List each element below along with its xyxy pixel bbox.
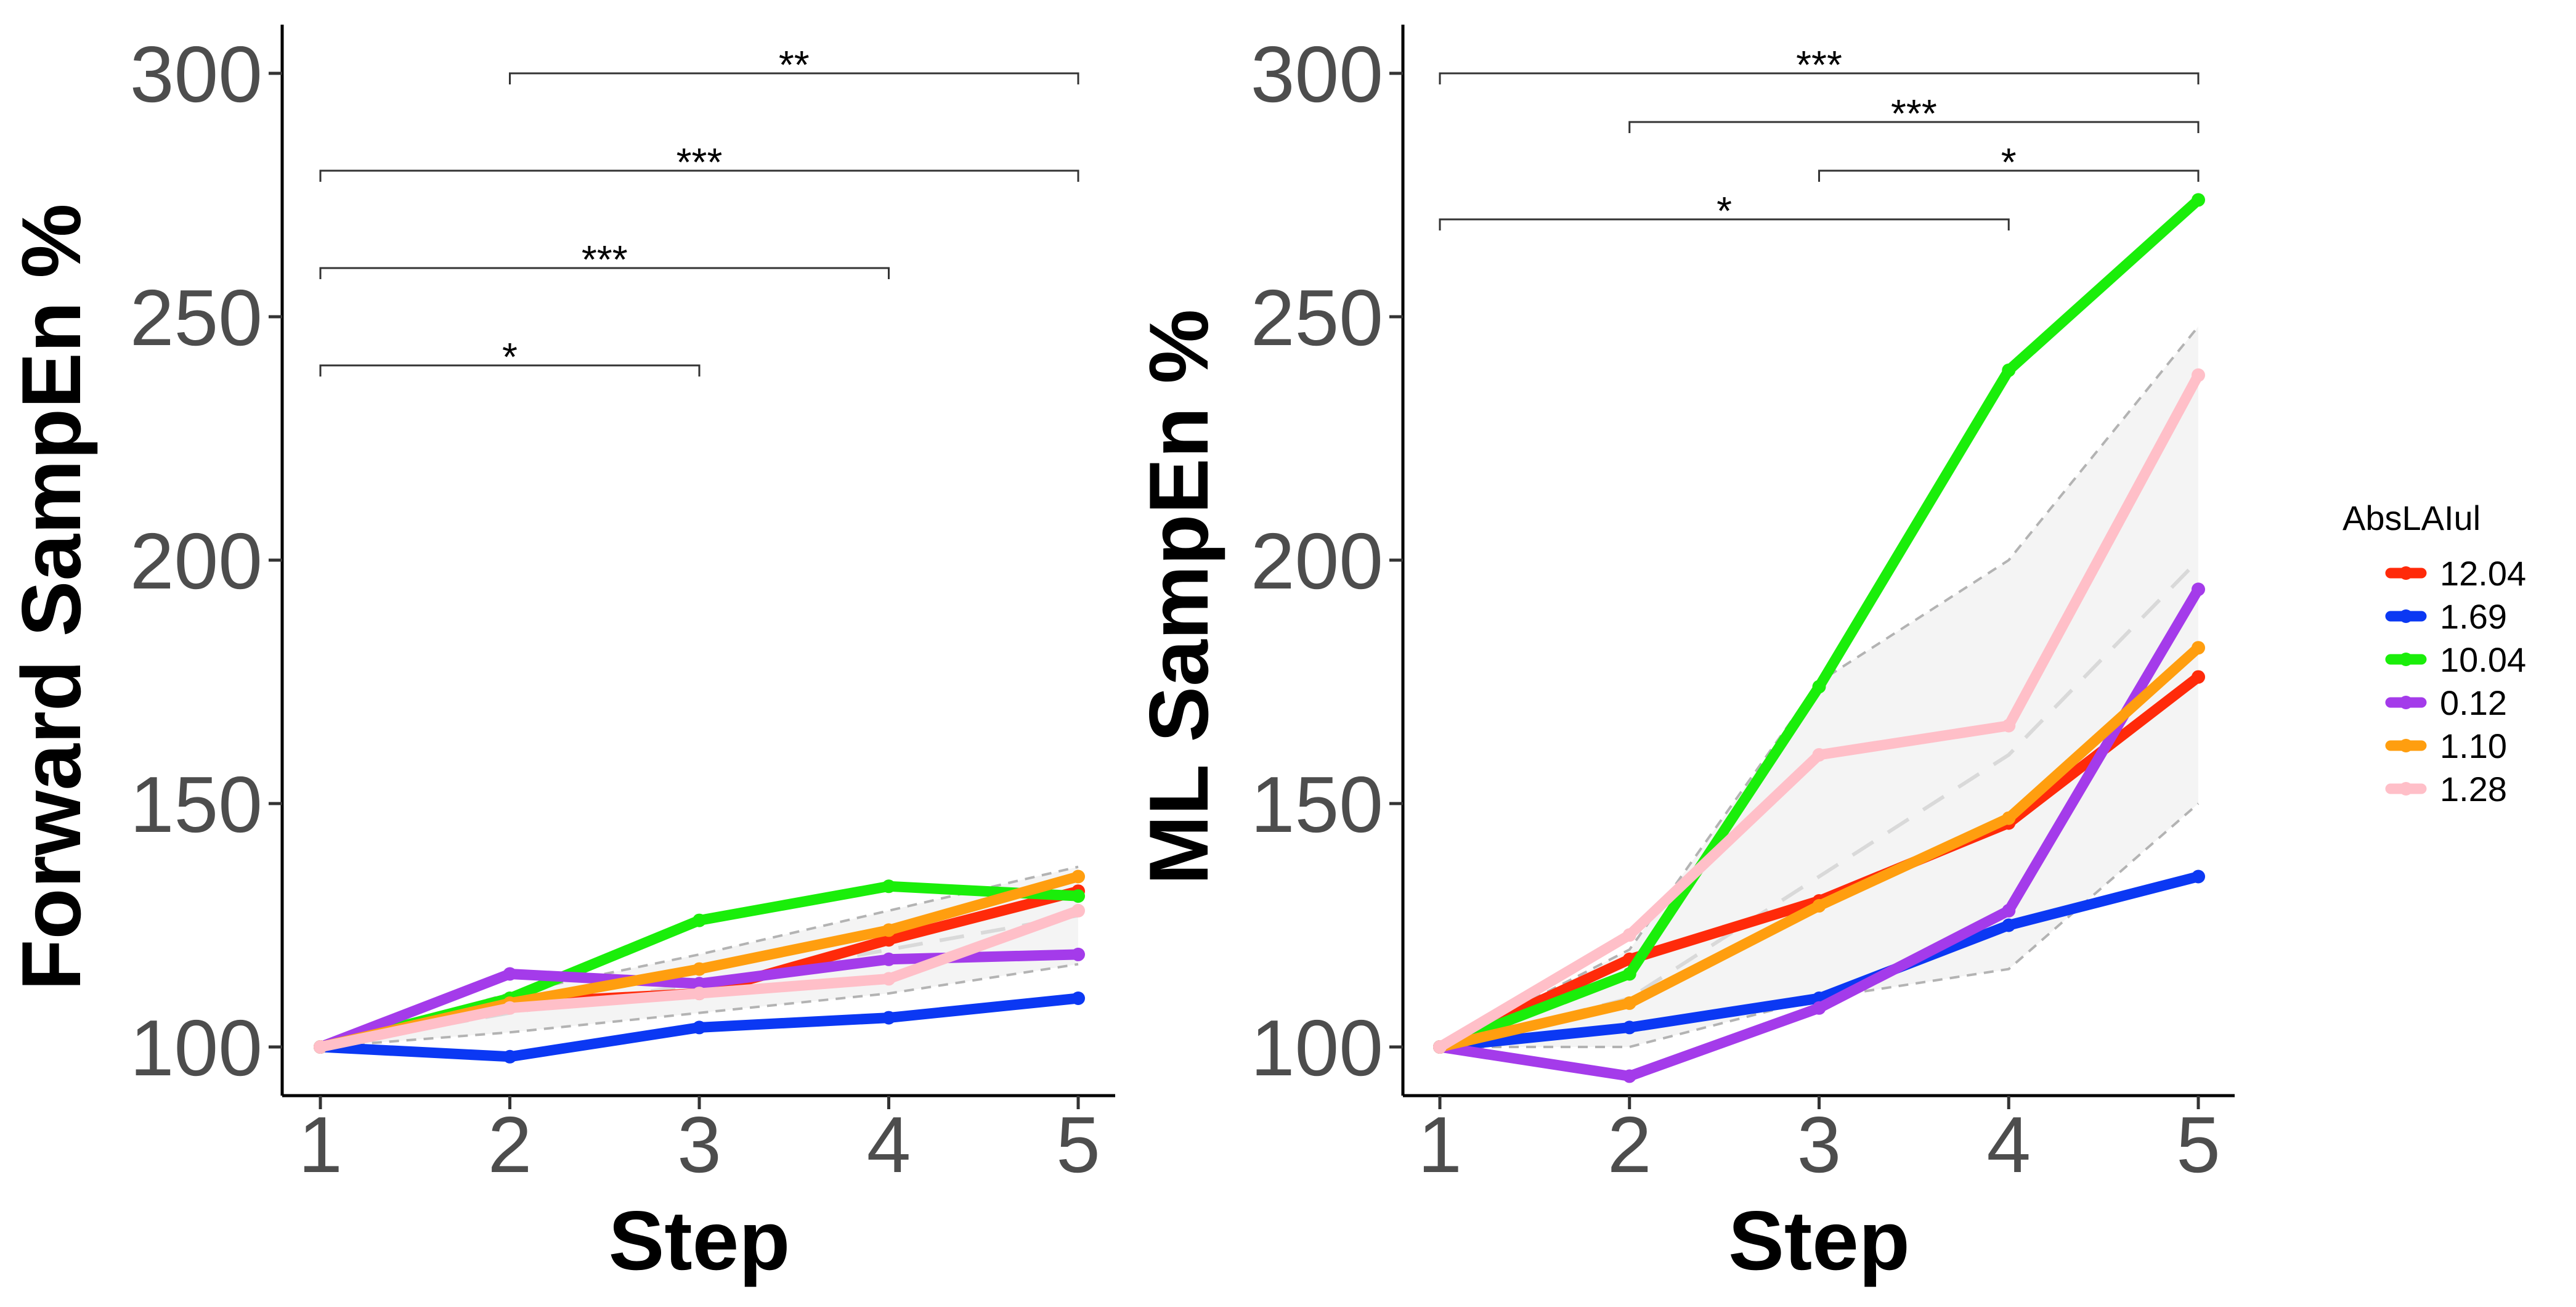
significance-bracket — [1628, 121, 2200, 133]
significance-label: * — [2001, 140, 2017, 184]
significance-bracket — [1818, 169, 2200, 182]
legend-item-label: 12.04 — [2440, 554, 2526, 593]
y-tick-label: 250 — [1251, 274, 1383, 362]
y-axis-title: Forward SampEn % — [4, 203, 98, 990]
legend-key-point-1.69 — [2399, 609, 2413, 623]
y-tick-label: 300 — [130, 30, 262, 119]
significance-bracket — [1439, 72, 2200, 84]
x-tick-label: 4 — [867, 1101, 911, 1189]
legend-item-label: 1.10 — [2440, 727, 2507, 765]
data-point-10.04-step-3 — [1812, 680, 1826, 694]
x-axis-title: Step — [609, 1194, 790, 1287]
data-point-1.28-step-3 — [1812, 748, 1826, 762]
data-point-1.69-step-2 — [1622, 1020, 1636, 1035]
x-tick-label: 4 — [1986, 1101, 2031, 1189]
band-lower-line — [320, 963, 1079, 1048]
significance-label: ** — [779, 43, 810, 87]
x-axis-title: Step — [1728, 1194, 1910, 1287]
y-tick-label: 250 — [130, 274, 262, 362]
significance-bracket — [509, 72, 1079, 84]
x-tick-label: 5 — [1056, 1101, 1100, 1189]
data-point-1.10-step-4 — [2002, 811, 2016, 825]
data-point-10.04-step-5 — [1071, 889, 1085, 903]
significance-label: *** — [1891, 91, 1937, 136]
significance-label: *** — [1796, 43, 1842, 87]
data-point-0.12-step-3 — [693, 977, 706, 991]
y-tick-label: 150 — [1251, 760, 1383, 849]
x-tick-label: 2 — [1607, 1101, 1652, 1189]
forward-sampen-panel: 100 150 200 250 300 1 2 3 4 5 Step Forward SampEn %… — [4, 25, 1115, 1287]
significance-bracket — [1439, 218, 2010, 230]
significance-bracket — [319, 169, 1079, 182]
data-point-1.28-step-2 — [1622, 928, 1636, 942]
data-point-1.28-step-5 — [2192, 368, 2205, 382]
legend-key-point-0.12 — [2399, 696, 2413, 709]
data-point-1.28-step-2 — [503, 1001, 517, 1015]
x-tick-label: 1 — [298, 1101, 343, 1189]
data-point-10.04-step-4 — [882, 879, 896, 894]
data-point-1.28-step-3 — [693, 987, 706, 1001]
data-point-0.12-step-4 — [882, 952, 896, 966]
y-tick-label: 200 — [1251, 517, 1383, 606]
data-point-0.12-step-2 — [503, 967, 517, 981]
x-tick-label: 3 — [1797, 1101, 1842, 1189]
data-point-1.10-step-2 — [1622, 996, 1636, 1010]
legend-key-point-1.10 — [2399, 739, 2413, 752]
significance-bracket — [319, 267, 890, 279]
data-point-1.69-step-4 — [2002, 918, 2016, 932]
data-point-1.28-step-1 — [1433, 1040, 1447, 1054]
legend-item-label: 1.28 — [2440, 770, 2507, 808]
legend: AbsLAIul 12.04 1.69 10.04 0.12 1.10 1.28 — [2342, 499, 2526, 808]
significance-label: *** — [582, 237, 628, 282]
data-point-1.69-step-2 — [503, 1049, 517, 1064]
legend-item-label: 1.69 — [2440, 597, 2507, 636]
data-point-12.04-step-4 — [882, 933, 896, 947]
x-tick-label: 1 — [1418, 1101, 1462, 1189]
legend-item-label: 0.12 — [2440, 683, 2507, 722]
legend-item-label: 10.04 — [2440, 640, 2526, 679]
legend-key-point-1.28 — [2399, 782, 2413, 796]
data-point-1.69-step-3 — [693, 1020, 706, 1035]
y-axis-title: ML SampEn % — [1132, 309, 1225, 886]
data-point-10.04-step-3 — [693, 913, 706, 927]
data-point-10.04-step-5 — [2192, 193, 2205, 207]
data-point-1.28-step-4 — [2002, 719, 2016, 733]
x-tick-label: 5 — [2176, 1101, 2220, 1189]
significance-bracket — [319, 364, 701, 377]
data-point-1.69-step-4 — [882, 1011, 896, 1025]
data-point-10.04-step-2 — [1622, 967, 1636, 981]
significance-label: * — [1717, 189, 1732, 233]
data-point-0.12-step-3 — [1812, 1001, 1826, 1015]
y-tick-label: 150 — [130, 760, 262, 849]
significance-label: *** — [677, 140, 723, 184]
data-point-0.12-step-5 — [2192, 582, 2205, 596]
x-tick-label: 3 — [677, 1101, 721, 1189]
data-point-1.10-step-5 — [2192, 641, 2205, 655]
y-tick-label: 100 — [1251, 1004, 1383, 1093]
data-point-1.69-step-5 — [2192, 869, 2205, 884]
y-tick-label: 300 — [1251, 30, 1383, 119]
data-point-1.28-step-4 — [882, 972, 896, 986]
data-point-12.04-step-5 — [2192, 670, 2205, 684]
data-point-1.28-step-5 — [1071, 903, 1085, 918]
data-point-0.12-step-5 — [1071, 947, 1085, 961]
data-point-0.12-step-2 — [1622, 1069, 1636, 1083]
data-point-1.28-step-1 — [314, 1040, 327, 1054]
data-point-1.10-step-4 — [882, 923, 896, 937]
data-point-0.12-step-4 — [2002, 903, 2016, 918]
data-point-1.10-step-3 — [693, 962, 706, 976]
data-point-1.10-step-5 — [1071, 869, 1085, 884]
data-point-1.69-step-5 — [1071, 991, 1085, 1005]
x-tick-label: 2 — [488, 1101, 532, 1189]
legend-key-point-12.04 — [2399, 566, 2413, 580]
y-tick-label: 200 — [130, 517, 262, 606]
legend-title: AbsLAIul — [2342, 499, 2481, 537]
significance-label: * — [502, 335, 518, 379]
data-point-10.04-step-4 — [2002, 363, 2016, 377]
data-point-1.10-step-3 — [1812, 898, 1826, 913]
legend-key-point-10.04 — [2399, 653, 2413, 666]
y-tick-label: 100 — [130, 1004, 262, 1093]
